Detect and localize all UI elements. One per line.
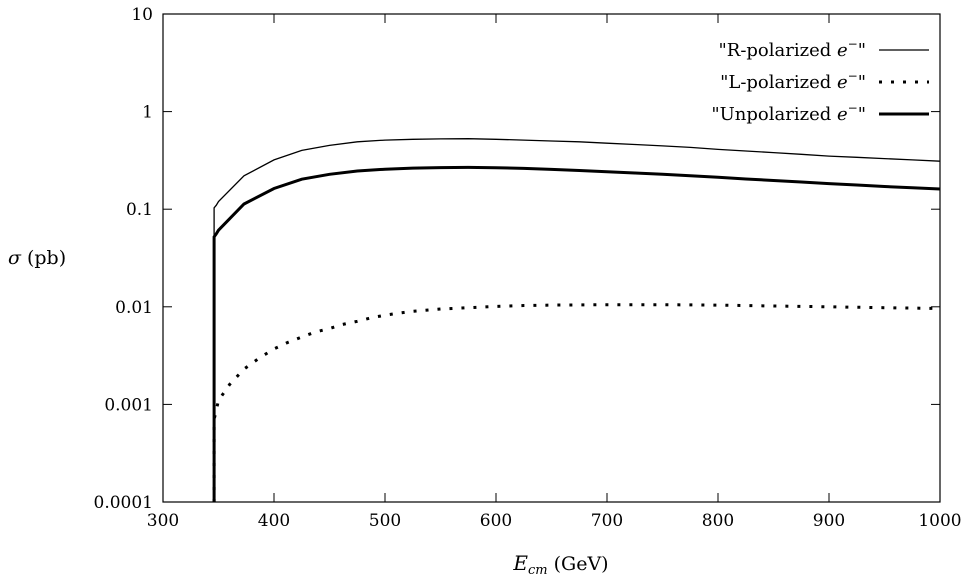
series-lines: [212, 138, 941, 502]
x-tick-label: 1000: [918, 511, 961, 531]
y-tick-label: 0.001: [104, 395, 153, 415]
legend-row: "Unpolarized e−": [711, 101, 929, 125]
y-tick-label: 0.01: [115, 298, 153, 318]
y-axis-label: σ (pb): [8, 247, 66, 269]
x-tick-label: 400: [258, 511, 290, 531]
axis-ticks: [162, 13, 941, 503]
y-tick-label: 1: [142, 103, 153, 123]
y-tick-label: 0.1: [126, 200, 153, 220]
legend-row: "L-polarized e−": [720, 69, 929, 93]
x-tick-label: 900: [813, 511, 845, 531]
y-tick-label: 10: [131, 5, 153, 25]
series-line-0: [213, 138, 941, 502]
x-axis-label: Ecm (GeV): [512, 551, 608, 578]
legend-label: "R-polarized e−": [718, 37, 866, 61]
x-tick-label: 600: [480, 511, 512, 531]
y-tick-labels: 0.0001 0.001 0.01 0.1 1 10: [94, 5, 153, 513]
x-tick-label: 700: [591, 511, 623, 531]
legend: "R-polarized e−" "L-polarized e−" "Unpolar…: [711, 37, 929, 125]
plot-area: [162, 13, 941, 503]
legend-label: "Unpolarized e−": [711, 101, 866, 125]
y-tick-label: 0.0001: [94, 493, 153, 513]
legend-row: "R-polarized e−": [718, 37, 929, 61]
x-tick-label: 300: [147, 511, 179, 531]
plot-frame: [162, 13, 941, 503]
x-tick-labels: 300 400 500 600 700 800 900 1000: [147, 511, 962, 531]
legend-label: "L-polarized e−": [720, 69, 866, 93]
series-line-1: [212, 303, 941, 502]
series-line-2: [212, 165, 941, 502]
x-tick-label: 500: [369, 511, 401, 531]
x-tick-label: 800: [702, 511, 734, 531]
